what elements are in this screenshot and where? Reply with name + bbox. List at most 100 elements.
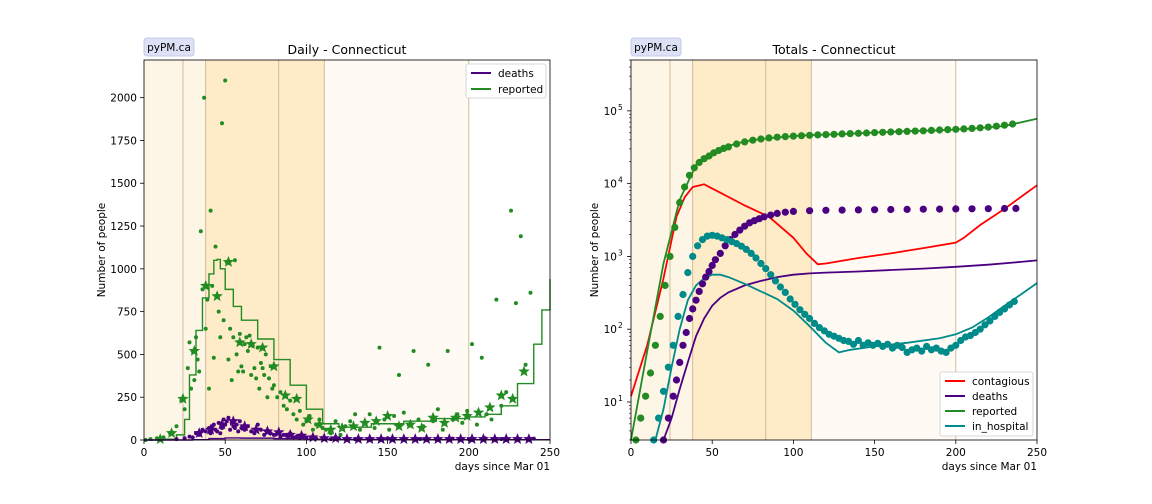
daily-reported-weekly-star — [279, 389, 291, 401]
daily-x-tick-label: 0 — [141, 447, 148, 459]
totals-in-hospital-point — [791, 300, 799, 308]
daily-reported-point — [267, 376, 271, 381]
totals-period-band — [631, 60, 670, 440]
daily-reported-point — [207, 386, 211, 391]
daily-deaths-weekly-star — [204, 423, 217, 435]
totals-y-tick-label: 10 — [604, 324, 617, 336]
totals-deaths-point — [887, 205, 895, 214]
daily-reported-point — [208, 208, 213, 213]
totals-reported-point — [1000, 121, 1009, 129]
daily-reported-point — [202, 95, 207, 100]
daily-reported-series-line — [144, 258, 551, 441]
totals-reported-point — [676, 198, 684, 207]
daily-reported-weekly-star — [506, 392, 519, 404]
daily-deaths-point — [237, 419, 242, 424]
totals-deaths-point — [903, 205, 911, 213]
daily-reported-point — [223, 78, 228, 83]
daily-deaths-point — [211, 422, 216, 427]
daily-deaths-point — [226, 415, 231, 420]
daily-x-tick-label: 200 — [459, 447, 479, 459]
daily-reported-weekly-star — [165, 427, 178, 438]
daily-reported-weekly-star — [336, 422, 348, 433]
totals-reported-point — [984, 123, 992, 131]
totals-x-tick-label: 250 — [1027, 447, 1047, 459]
daily-reported-point — [194, 335, 198, 340]
daily-reported-point — [203, 326, 208, 331]
daily-reported-weekly-star — [347, 420, 360, 432]
daily-reported-point — [499, 403, 504, 408]
totals-reported-point — [927, 126, 936, 134]
daily-badge: pyPM.ca — [147, 42, 191, 54]
totals-reported-point — [903, 127, 911, 135]
totals-y-tick-exponent: 4 — [618, 176, 623, 185]
daily-reported-point — [247, 333, 252, 338]
daily-deaths-point — [203, 429, 208, 434]
daily-deaths-weekly-star — [261, 425, 274, 437]
daily-deaths-point — [182, 436, 187, 441]
daily-reported-point — [231, 335, 236, 340]
daily-reported-point — [470, 342, 474, 347]
daily-deaths-weekly-star — [250, 423, 262, 435]
totals-reported-point — [919, 127, 927, 135]
daily-chart-title: Daily - Connecticut — [288, 42, 407, 57]
daily-deaths-point — [215, 429, 220, 434]
totals-in-hospital-point — [742, 245, 750, 253]
daily-legend-deaths: deaths — [498, 68, 534, 80]
totals-in-hospital-point — [849, 340, 858, 348]
daily-x-tick-label: 50 — [219, 447, 232, 459]
totals-deaths-point — [669, 392, 677, 400]
daily-deaths-weekly-star — [341, 433, 353, 444]
totals-deaths-point — [984, 205, 992, 213]
totals-deaths-point — [781, 208, 789, 216]
daily-reported-point — [211, 355, 216, 360]
daily-x-tick-label: 100 — [296, 447, 316, 459]
totals-y-tick-exponent: 3 — [618, 248, 623, 257]
totals-deaths-point — [968, 205, 976, 213]
totals-deaths-point — [692, 296, 700, 304]
totals-reported-point — [936, 126, 944, 134]
daily-reported-weekly-star — [200, 279, 212, 291]
daily-reported-point — [367, 412, 372, 417]
totals-deaths-point — [705, 267, 713, 276]
daily-deaths-weekly-star — [398, 433, 410, 444]
totals-in-hospital-point — [659, 387, 668, 395]
totals-y-axis-label: Number of people — [589, 203, 601, 298]
daily-deaths-point — [236, 429, 241, 434]
daily-y-tick-label: 1750 — [110, 135, 137, 147]
daily-plot-frame — [143, 59, 551, 441]
daily-deaths-point — [218, 431, 223, 436]
daily-deaths-weekly-star — [500, 433, 512, 444]
totals-reported-point — [911, 127, 919, 135]
daily-deaths-weekly-star — [432, 433, 444, 444]
totals-deaths-point — [721, 242, 729, 250]
daily-reported-point — [509, 208, 513, 213]
totals-reported-point — [733, 140, 741, 148]
totals-legend-in-hospital: in_hospital — [972, 421, 1028, 433]
totals-deaths-point — [789, 207, 798, 215]
totals-reported-point — [992, 122, 1001, 130]
daily-reported-point — [195, 357, 200, 362]
daily-reported-weekly-star — [359, 416, 371, 428]
daily-reported-point — [372, 426, 377, 430]
totals-in-hospital-point — [986, 317, 994, 325]
daily-period-band — [182, 60, 206, 440]
daily-reported-point — [263, 352, 268, 357]
daily-deaths-weekly-star — [193, 427, 205, 438]
daily-reported-point — [338, 432, 343, 437]
daily-legend: deaths reported — [465, 63, 547, 99]
totals-legend: contagious deaths reported in_hospital — [939, 371, 1034, 437]
daily-reported-point — [234, 352, 239, 357]
totals-in-hospital-point — [767, 271, 775, 279]
totals-reported-point — [757, 135, 765, 143]
totals-plot-frame — [630, 59, 1038, 441]
daily-reported-point — [297, 408, 302, 413]
daily-reported-point — [226, 357, 231, 362]
totals-reported-point — [944, 126, 952, 134]
totals-reported-point — [797, 132, 806, 140]
daily-deaths-weekly-star — [455, 433, 467, 444]
totals-reported-point — [671, 223, 679, 231]
totals-in-hospital-point — [981, 321, 989, 329]
daily-deaths-weekly-star — [443, 433, 455, 444]
daily-reported-point — [523, 362, 528, 367]
